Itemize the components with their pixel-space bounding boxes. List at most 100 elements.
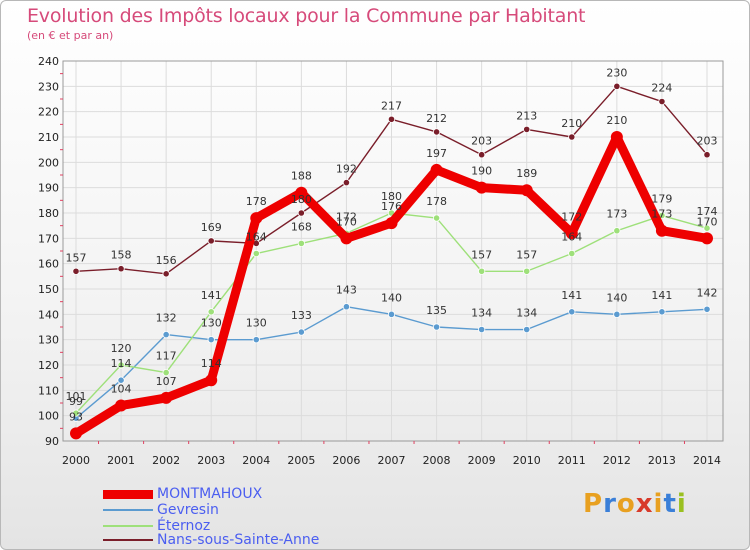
y-tick-label: 170 — [38, 232, 59, 245]
data-point — [568, 133, 576, 141]
legend-item-nans-sous-sainte-anne: Nans-sous-Sainte-Anne — [103, 533, 319, 547]
data-point — [523, 267, 531, 275]
data-point — [162, 330, 170, 339]
data-label: 189 — [516, 167, 537, 180]
data-label: 230 — [606, 66, 627, 79]
data-point — [568, 308, 576, 316]
data-point — [207, 336, 215, 344]
data-point — [523, 125, 531, 133]
data-label: 120 — [111, 342, 132, 355]
x-tick-label: 2004 — [242, 454, 270, 467]
legend-label: Éternoz — [157, 518, 211, 534]
data-label: 141 — [651, 289, 672, 302]
data-label: 178 — [246, 195, 267, 208]
data-label: 169 — [201, 221, 222, 234]
data-point — [117, 265, 125, 273]
data-point — [250, 212, 263, 225]
logo-letter: t — [663, 489, 677, 519]
data-point — [205, 374, 218, 387]
data-label: 178 — [426, 195, 447, 208]
chart-subtitle: (en € et par an) — [27, 29, 114, 42]
legend-item-gevresin: Gevresin — [103, 503, 219, 517]
data-label: 172 — [336, 210, 357, 223]
data-label: 203 — [471, 135, 492, 148]
data-point — [703, 305, 711, 313]
data-point — [115, 399, 128, 412]
data-label: 107 — [156, 375, 177, 388]
y-tick-label: 150 — [38, 283, 59, 296]
y-tick-label: 130 — [38, 334, 59, 347]
data-label: 217 — [381, 99, 402, 112]
data-label: 174 — [697, 205, 718, 218]
data-point — [658, 308, 666, 316]
data-point — [252, 336, 260, 344]
y-tick-label: 140 — [38, 308, 59, 321]
data-point — [252, 249, 260, 258]
data-point — [342, 303, 351, 311]
data-point — [478, 151, 486, 159]
data-label: 179 — [651, 193, 672, 206]
data-point — [658, 97, 666, 106]
x-tick-label: 2009 — [468, 454, 496, 467]
data-point — [613, 227, 621, 235]
data-point — [207, 237, 215, 245]
data-point — [478, 325, 486, 334]
data-point — [295, 186, 308, 199]
data-label: 142 — [697, 286, 718, 299]
y-tick-label: 230 — [38, 80, 59, 93]
data-label: 117 — [156, 350, 177, 363]
logo-letter: i — [653, 489, 664, 519]
data-point — [432, 214, 441, 222]
data-point — [117, 376, 125, 384]
legend-swatch — [103, 489, 153, 499]
grid — [63, 60, 723, 442]
legend-swatch — [103, 509, 153, 511]
data-label: 224 — [651, 82, 672, 95]
data-label: 210 — [606, 114, 627, 127]
x-tick-label: 2006 — [332, 454, 360, 467]
chart-title: Evolution des Impôts locaux pour la Comm… — [27, 5, 586, 27]
data-label: 134 — [471, 307, 492, 320]
data-point — [430, 163, 443, 176]
data-point — [72, 409, 80, 417]
data-label: 104 — [111, 383, 132, 396]
data-label: 99 — [69, 395, 83, 408]
data-label: 164 — [561, 231, 582, 244]
y-tick-label: 240 — [38, 55, 59, 68]
legend-label: Gevresin — [157, 502, 219, 518]
logo-letter: x — [635, 489, 654, 519]
data-label: 173 — [651, 208, 672, 221]
data-point — [475, 181, 488, 194]
data-label: 114 — [111, 357, 132, 370]
data-label: 180 — [291, 193, 312, 206]
data-label: 114 — [201, 357, 222, 370]
data-point — [207, 308, 215, 316]
data-label: 140 — [606, 291, 627, 304]
data-label: 190 — [471, 165, 492, 178]
x-tick-label: 2012 — [603, 454, 631, 467]
data-label: 134 — [516, 307, 537, 320]
data-point — [523, 325, 531, 334]
data-label: 188 — [291, 170, 312, 183]
data-point — [613, 310, 621, 318]
data-label: 210 — [561, 117, 582, 130]
x-tick-label: 2007 — [378, 454, 406, 467]
data-point — [297, 239, 305, 247]
legend-item-montmahoux: MONTMAHOUX — [103, 487, 262, 501]
legend-swatch — [103, 525, 153, 527]
data-label: 158 — [111, 249, 132, 262]
data-point — [385, 217, 398, 230]
data-label: 192 — [336, 163, 357, 176]
data-point — [568, 249, 576, 258]
data-point — [70, 427, 82, 440]
y-tick-label: 110 — [38, 384, 59, 397]
data-point — [297, 209, 305, 217]
data-point — [117, 361, 125, 369]
y-tick-label: 160 — [38, 258, 59, 271]
data-label: 157 — [66, 251, 87, 264]
data-point — [387, 310, 396, 318]
data-label: 93 — [69, 410, 83, 423]
data-point — [432, 128, 441, 136]
proxiti-logo: Proxiti — [583, 489, 687, 519]
